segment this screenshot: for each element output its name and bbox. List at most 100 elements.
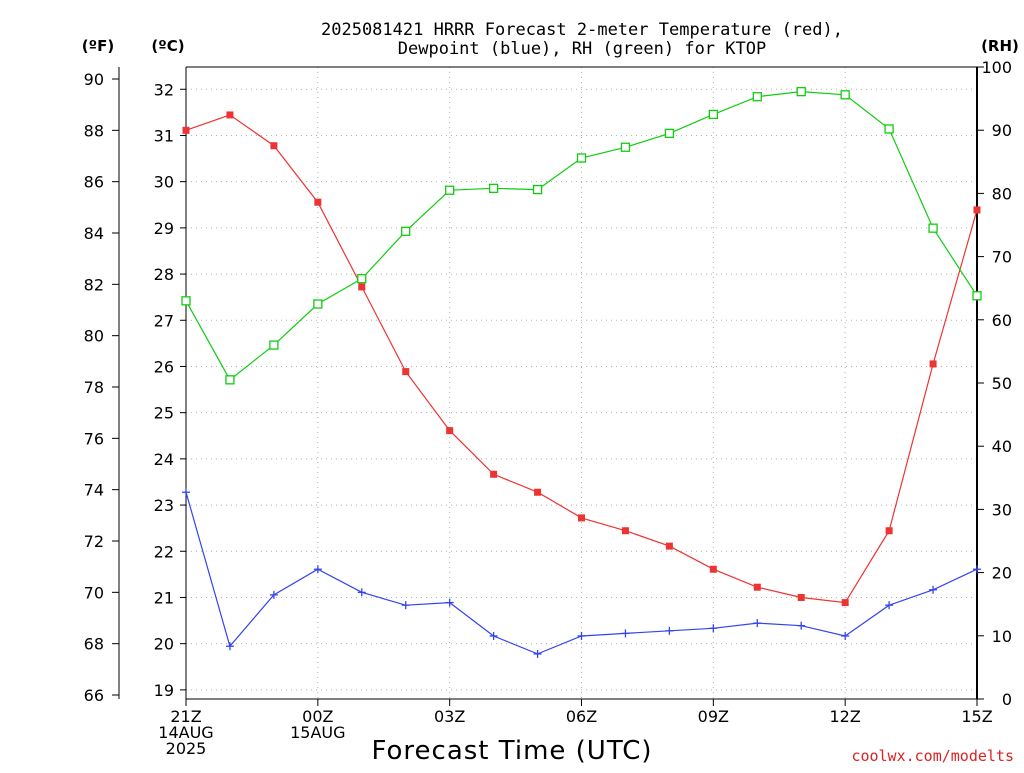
rh-point — [532, 184, 543, 195]
temperature-point — [182, 126, 190, 134]
x-axis-title: Forecast Time (UTC) — [371, 736, 652, 766]
temperature-point — [490, 470, 498, 478]
temperature-point — [797, 593, 805, 601]
dewpoint-point — [753, 619, 762, 628]
temperature-point — [402, 368, 410, 376]
dewpoint-point — [489, 631, 498, 640]
dewpoint-point — [929, 585, 938, 594]
rh-tick-label: 90 — [992, 121, 1012, 140]
celsius-tick-label: 19 — [154, 681, 174, 700]
rh-tick-label: 10 — [992, 627, 1012, 646]
dewpoint-point — [182, 488, 190, 497]
dewpoint-point — [357, 588, 366, 597]
rh-point — [840, 90, 850, 100]
data-series — [181, 86, 982, 658]
x-tick-label: 06Z — [566, 707, 597, 726]
fahrenheit-tick-label: 72 — [84, 532, 104, 551]
rh-tick-label: 40 — [992, 437, 1012, 456]
rh-tick-label: 100 — [981, 58, 1012, 77]
rh-point — [796, 86, 806, 97]
dewpoint-point — [841, 631, 850, 640]
temperature-point — [753, 583, 761, 591]
rh-point — [225, 375, 235, 385]
fahrenheit-tick-label: 76 — [84, 429, 104, 448]
fahrenheit-tick-label: 78 — [84, 378, 104, 397]
fahrenheit-tick-label: 88 — [84, 121, 104, 140]
dewpoint-point — [225, 642, 234, 651]
fahrenheit-tick-label: 70 — [84, 583, 104, 602]
x-tick-label: 15AUG — [290, 723, 345, 742]
rh-tick-label: 60 — [992, 311, 1012, 330]
celsius-tick-label: 24 — [154, 450, 174, 469]
celsius-tick-label: 32 — [154, 80, 174, 99]
source-credit[interactable]: coolwx.com/modelts — [851, 747, 1014, 765]
temperature-point — [885, 527, 893, 535]
rh-tick-label: 80 — [992, 184, 1012, 203]
fahrenheit-tick-label: 68 — [84, 635, 104, 654]
temperature-point — [226, 111, 234, 119]
rh-point — [576, 153, 587, 163]
dewpoint-point — [973, 565, 981, 574]
dewpoint-point — [313, 565, 322, 574]
celsius-tick-label: 20 — [154, 635, 174, 654]
fahrenheit-unit-label: (ºF) — [82, 37, 114, 55]
axes — [112, 66, 984, 706]
rh-point — [972, 291, 982, 301]
temperature-point — [709, 565, 717, 573]
temperature-point — [446, 427, 454, 435]
rh-point — [313, 299, 323, 309]
chart-title-line1: 2025081421 HRRR Forecast 2-meter Tempera… — [321, 20, 843, 40]
celsius-tick-label: 22 — [154, 542, 174, 561]
fahrenheit-tick-label: 80 — [84, 327, 104, 346]
rh-tick-label: 70 — [992, 248, 1012, 267]
temperature-point — [973, 206, 981, 214]
temperature-line — [185, 114, 978, 604]
rh-point — [269, 340, 279, 350]
fahrenheit-tick-label: 82 — [84, 275, 104, 294]
dewpoint-point — [797, 621, 806, 630]
rh-tick-label: 20 — [992, 564, 1012, 583]
rh-tick-label: 0 — [1002, 690, 1012, 709]
rh-point — [884, 124, 894, 134]
temperature-point — [929, 360, 937, 368]
dewpoint-point — [665, 626, 674, 635]
fahrenheit-tick-label: 86 — [84, 173, 104, 192]
rh-point — [401, 226, 411, 236]
dewpoint-point — [445, 598, 454, 607]
celsius-tick-label: 31 — [154, 126, 174, 145]
temperature-point — [314, 198, 322, 206]
rh-point — [488, 183, 499, 193]
fahrenheit-tick-label: 90 — [84, 70, 104, 89]
tick-labels: 66 68 70 72 74 76 78 80 82 84 86 88 90 19 20 21 22 23 24 25… — [84, 58, 1012, 758]
dewpoint-point — [533, 649, 542, 658]
chart-title-line2: Dewpoint (blue), RH (green) for KTOP — [398, 39, 766, 59]
dewpoint-point — [577, 631, 586, 640]
celsius-tick-label: 21 — [154, 588, 174, 607]
dewpoint-point — [709, 624, 718, 633]
celsius-tick-label: 27 — [154, 311, 174, 330]
dewpoint-point — [621, 629, 630, 638]
x-tick-label: 03Z — [434, 707, 465, 726]
celsius-tick-label: 25 — [154, 404, 174, 423]
rh-point — [357, 274, 367, 284]
dewpoint-point — [401, 601, 410, 610]
rh-point — [664, 128, 675, 139]
celsius-unit-label: (ºC) — [151, 37, 184, 55]
rh-unit-label: (RH) — [981, 37, 1019, 55]
rh-point — [181, 296, 191, 306]
celsius-tick-label: 28 — [154, 265, 174, 284]
fahrenheit-tick-label: 84 — [84, 224, 104, 243]
x-tick-label: 14AUG — [158, 723, 213, 742]
fahrenheit-tick-label: 74 — [84, 481, 104, 500]
x-tick-label: 21Z — [170, 707, 201, 726]
celsius-tick-label: 29 — [154, 219, 174, 238]
rh-point — [708, 109, 718, 120]
celsius-tick-label: 26 — [154, 357, 174, 376]
x-tick-label: 09Z — [698, 707, 729, 726]
x-tick-label: 2025 — [166, 739, 207, 758]
dewpoint-point — [269, 590, 278, 599]
rh-point — [620, 142, 631, 152]
celsius-tick-label: 30 — [154, 173, 174, 192]
